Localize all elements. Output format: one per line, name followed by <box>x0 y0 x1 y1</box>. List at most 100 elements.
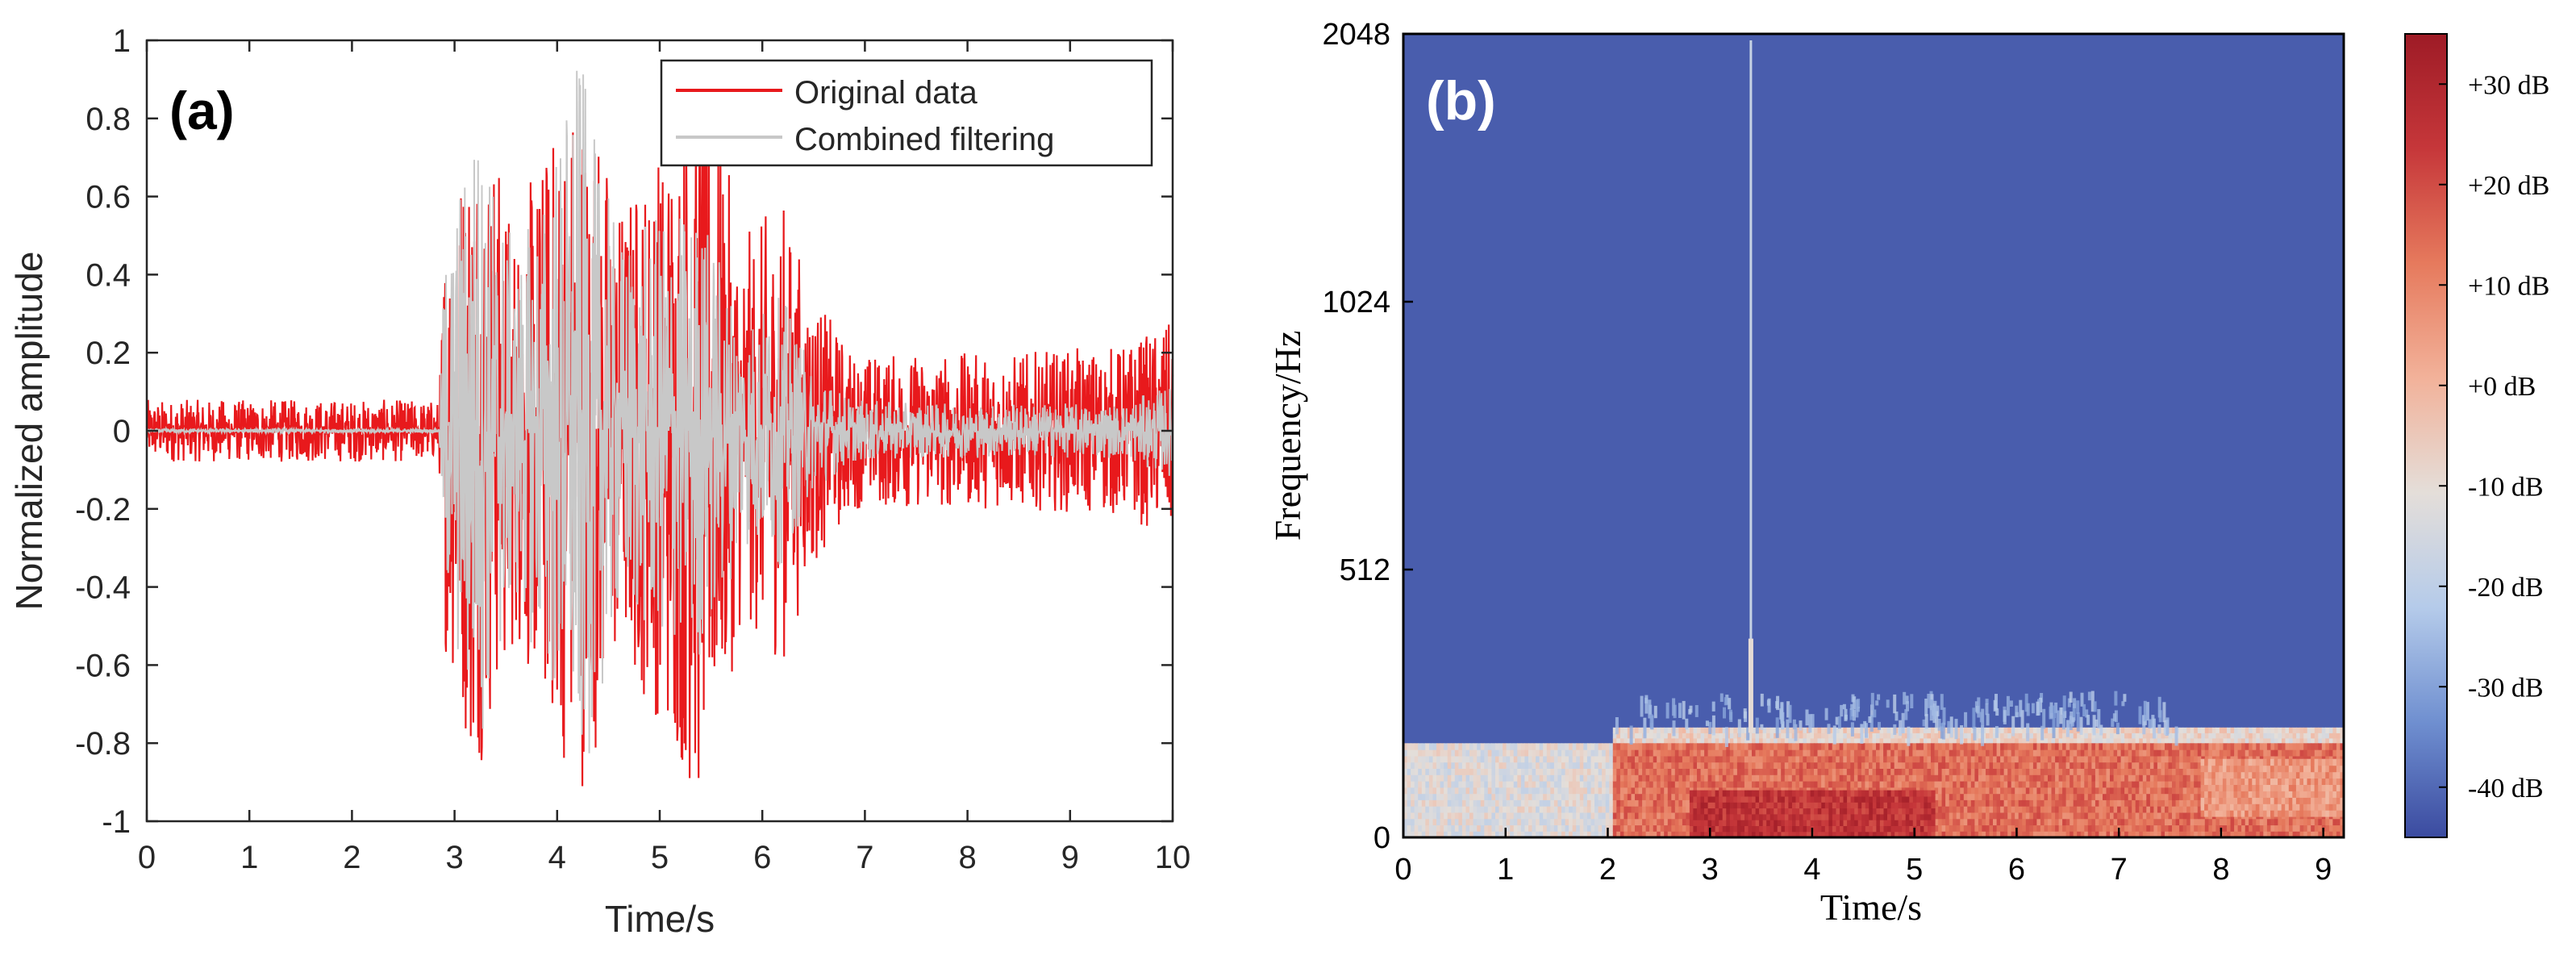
heatmap-cell <box>2106 755 2111 763</box>
heatmap-cell <box>1766 813 1771 820</box>
heatmap-cell <box>1594 781 1599 788</box>
heatmap-cell <box>2011 793 2015 800</box>
heatmap-cell <box>1945 774 1950 782</box>
heatmap-cell <box>2000 755 2005 763</box>
heatmap-cell <box>2149 806 2154 813</box>
heatmap-cell <box>1609 793 1614 800</box>
heatmap-cell <box>1927 755 1932 763</box>
heatmap-cell <box>1901 733 1906 739</box>
heatmap-cell <box>1886 762 1891 769</box>
heatmap-cell <box>1664 774 1669 782</box>
heatmap-cell <box>2044 781 2049 788</box>
heatmap-cell <box>2230 824 2235 832</box>
heatmap-cell <box>1872 774 1877 782</box>
heatmap-cell <box>2245 737 2249 744</box>
heatmap-cell <box>1557 806 1562 813</box>
heatmap-cell <box>1890 743 1895 750</box>
heatmap-cell <box>1444 812 1448 820</box>
heatmap-cell <box>1583 824 1588 832</box>
heatmap-cell <box>1923 727 1928 733</box>
heatmap-cell <box>2011 818 2015 826</box>
heatmap-cell <box>1719 825 1724 833</box>
heatmap-cell <box>1520 818 1526 826</box>
heatmap-cell <box>1843 768 1848 775</box>
heatmap-cell <box>2165 781 2170 788</box>
heatmap-cell <box>1894 733 1899 739</box>
heatmap-cell <box>1945 799 1950 807</box>
heatmap-cell <box>1553 781 1559 788</box>
heatmap-cell <box>1832 808 1836 815</box>
heatmap-cell <box>1905 774 1910 782</box>
heatmap-cell <box>2274 749 2278 757</box>
heatmap-cell <box>1583 793 1588 800</box>
heatmap-cell <box>2120 818 2125 826</box>
heatmap-cell <box>2241 824 2246 832</box>
heatmap-cell <box>1539 768 1544 775</box>
heatmap-cell <box>1454 774 1459 782</box>
heatmap-cell <box>2011 824 2015 832</box>
heatmap-cell <box>2120 799 2125 807</box>
heatmap-cell <box>1657 787 1661 795</box>
heatmap-cell <box>1616 774 1621 782</box>
heatmap-cell <box>1736 820 1741 826</box>
heatmap-cell <box>1803 790 1807 797</box>
heatmap-cell <box>1619 824 1624 832</box>
heatmap-cell <box>1667 727 1672 733</box>
heatmap-cell <box>2153 737 2158 744</box>
heatmap-cell <box>1894 737 1899 744</box>
heatmap-cell <box>2182 818 2187 826</box>
heatmap-cell <box>2022 768 2027 775</box>
heatmap-cell <box>2120 787 2125 795</box>
heatmap-cell <box>1686 774 1690 782</box>
heatmap-cell <box>1491 831 1496 837</box>
heatmap-cell <box>1905 781 1910 788</box>
heatmap-cell <box>1752 768 1757 775</box>
heatmap-cell <box>2003 774 2008 782</box>
heatmap-cell <box>1817 802 1822 809</box>
heatmap-cell <box>1722 749 1727 757</box>
heatmap-cell <box>1915 768 1920 775</box>
heatmap-cell <box>1974 831 1979 837</box>
heatmap-cell <box>1678 799 1683 807</box>
heatmap-cell <box>1407 799 1411 807</box>
heatmap-cell <box>1671 787 1676 795</box>
heatmap-cell <box>2000 793 2005 800</box>
heatmap-cell <box>2099 793 2103 800</box>
heatmap-cell <box>2062 768 2067 775</box>
heatmap-cell <box>1624 755 1628 763</box>
heatmap-cell <box>1407 755 1411 763</box>
heatmap-cell <box>1857 755 1862 763</box>
heatmap-cell <box>1736 790 1741 797</box>
heatmap-cell <box>2340 743 2344 750</box>
heatmap-cell <box>2318 733 2323 739</box>
heatmap-cell <box>1667 762 1672 769</box>
heatmap-cell <box>2161 743 2165 750</box>
heatmap-cell <box>1919 762 1924 769</box>
heatmap-cell <box>1963 737 1968 744</box>
heatmap-cell <box>1890 762 1895 769</box>
heatmap-cell <box>1539 806 1544 813</box>
heatmap-cell <box>1854 825 1859 833</box>
heatmap-cell <box>2165 774 2170 782</box>
heatmap-cell <box>1484 806 1489 813</box>
heatmap-cell <box>1956 749 1961 757</box>
heatmap-cell <box>1503 799 1507 807</box>
heatmap-cell <box>1836 743 1840 750</box>
heatmap-cell <box>1674 755 1679 763</box>
heatmap-cell <box>1949 831 1953 837</box>
heatmap-cell <box>1414 743 1419 750</box>
heatmap-cell <box>1774 762 1778 769</box>
heatmap-cell <box>1667 812 1672 820</box>
heatmap-cell <box>1865 781 1869 788</box>
heatmap-cell <box>2040 768 2045 775</box>
heatmap-cell <box>1941 793 1946 800</box>
heatmap-cell <box>1624 787 1628 795</box>
heatmap-cell <box>1645 755 1650 763</box>
heatmap-cell <box>2007 774 2012 782</box>
heatmap-cell <box>1762 802 1767 809</box>
heatmap-cell <box>1436 781 1441 788</box>
heatmap-cell <box>1755 755 1760 763</box>
heatmap-cell <box>1978 774 1982 782</box>
heatmap-cell <box>1414 781 1419 788</box>
heatmap-cell <box>1898 768 1903 775</box>
